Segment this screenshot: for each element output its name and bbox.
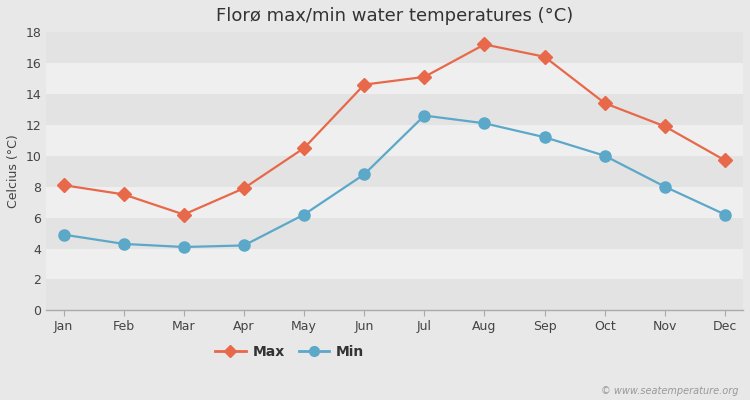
Min: [360, 172, 369, 177]
Min: [480, 121, 489, 126]
Bar: [46, 32, 743, 63]
Text: © www.seatemperature.org: © www.seatemperature.org: [602, 386, 739, 396]
Max: [119, 192, 128, 197]
Min: [600, 153, 609, 158]
Min: [420, 113, 429, 118]
Min: [179, 244, 188, 249]
Max: [661, 124, 670, 129]
Min: [239, 243, 248, 248]
Legend: Max, Min: Max, Min: [215, 345, 364, 359]
Max: [721, 158, 730, 163]
Bar: [46, 156, 743, 187]
Title: Florø max/min water temperatures (°C): Florø max/min water temperatures (°C): [216, 7, 573, 25]
Max: [179, 212, 188, 217]
Y-axis label: Celcius (°C): Celcius (°C): [7, 134, 20, 208]
Max: [59, 183, 68, 188]
Line: Max: Max: [58, 40, 730, 219]
Min: [59, 232, 68, 237]
Bar: [46, 125, 743, 156]
Max: [360, 82, 369, 87]
Min: [721, 212, 730, 217]
Min: [661, 184, 670, 189]
Max: [480, 42, 489, 47]
Bar: [46, 187, 743, 218]
Max: [299, 146, 308, 150]
Bar: [46, 248, 743, 280]
Max: [540, 54, 549, 59]
Bar: [46, 63, 743, 94]
Max: [420, 74, 429, 79]
Max: [239, 186, 248, 191]
Line: Min: Min: [58, 110, 730, 252]
Max: [600, 101, 609, 106]
Min: [540, 135, 549, 140]
Min: [299, 212, 308, 217]
Bar: [46, 280, 743, 310]
Bar: [46, 218, 743, 248]
Bar: [46, 94, 743, 125]
Min: [119, 242, 128, 246]
